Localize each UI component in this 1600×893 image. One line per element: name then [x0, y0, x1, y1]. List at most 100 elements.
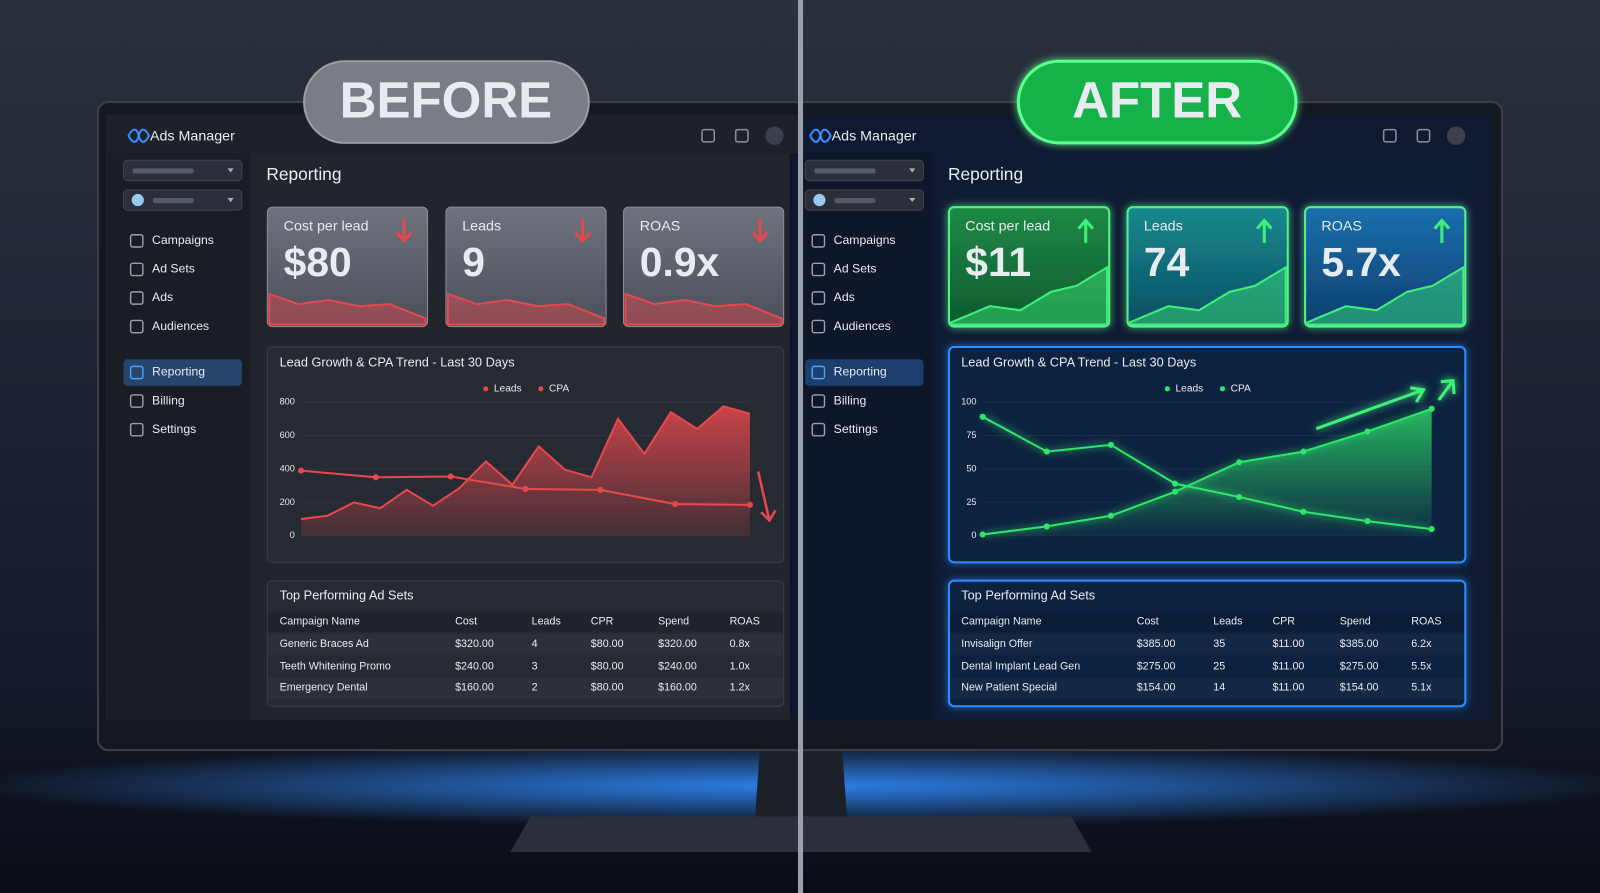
- nav-item[interactable]: Reporting: [152, 365, 205, 379]
- nav-icon: [811, 394, 826, 408]
- table-header: CPR: [591, 615, 614, 627]
- table-cell: $275.00: [1340, 660, 1379, 672]
- table-card: [947, 579, 1467, 708]
- table-header: Cost: [1137, 615, 1159, 627]
- nav-item[interactable]: Ad Sets: [152, 262, 195, 276]
- series-point: [1300, 448, 1307, 455]
- table-header: Cost: [455, 615, 477, 627]
- after-badge: [1016, 59, 1298, 145]
- y-tick-label: 600: [280, 430, 295, 440]
- before-badge: [303, 60, 590, 144]
- table-cell: 5.1x: [1411, 682, 1432, 694]
- table-header-bg: [268, 611, 783, 632]
- table-cell: $240.00: [658, 660, 697, 672]
- dropdown-caret: [909, 197, 916, 203]
- panel: Ads Manager Campaigns Ad Sets Ads Audiences R…: [789, 126, 1479, 720]
- kpi-sparkline: [446, 292, 606, 326]
- kpi-card: [622, 206, 785, 328]
- nav-item[interactable]: Audiences: [152, 319, 209, 333]
- nav-item[interactable]: Billing: [834, 393, 867, 407]
- dropdown-blur: [834, 197, 876, 204]
- table-cell: 1.0x: [730, 660, 751, 672]
- table-cell: $80.00: [591, 660, 624, 672]
- nav-item[interactable]: Ads: [834, 290, 855, 304]
- legend-swatch: [1219, 386, 1225, 392]
- nav-item[interactable]: Settings: [834, 422, 878, 436]
- kpi-label: Cost per lead: [284, 218, 369, 234]
- table-cell: $154.00: [1137, 682, 1176, 694]
- kpi-label: Leads: [462, 218, 501, 234]
- nav-item[interactable]: Campaigns: [152, 233, 214, 247]
- y-tick-label: 400: [280, 463, 295, 473]
- table-header: Campaign Name: [961, 615, 1041, 627]
- kpi-card: [266, 206, 429, 328]
- kpi-arrow: [395, 218, 413, 244]
- table-cell: $160.00: [455, 682, 494, 694]
- y-tick-label: 75: [966, 430, 976, 440]
- table-cell: $385.00: [1137, 638, 1176, 650]
- nav-item[interactable]: Audiences: [834, 319, 891, 333]
- nav-item[interactable]: Campaigns: [834, 233, 896, 247]
- toolbar-icon: [734, 128, 749, 143]
- nav-icon: [811, 319, 826, 334]
- nav-item[interactable]: Ads: [152, 290, 173, 304]
- kpi-label: Cost per lead: [965, 218, 1050, 234]
- legend-swatch: [483, 386, 489, 392]
- table-cell: 2: [532, 682, 538, 694]
- account-icon: [813, 193, 826, 207]
- kpi-label: ROAS: [1321, 218, 1361, 234]
- table-header: Leads: [1213, 615, 1242, 627]
- logo: [127, 128, 151, 143]
- series-point: [597, 486, 604, 493]
- kpi-card: [947, 206, 1111, 328]
- table-cell: New Patient Special: [961, 682, 1057, 694]
- table-cell: Dental Implant Lead Gen: [961, 660, 1080, 672]
- section-title: Reporting: [266, 164, 341, 184]
- kpi-arrow: [574, 218, 591, 244]
- kpi-sparkline: [950, 265, 1109, 326]
- nav-item[interactable]: Ad Sets: [834, 262, 877, 276]
- series-point: [1428, 526, 1435, 533]
- avatar: [1446, 126, 1466, 145]
- series-point: [1043, 448, 1050, 455]
- table-cell: $275.00: [1137, 660, 1176, 672]
- after-badge-text: AFTER: [1072, 72, 1242, 129]
- table-cell: $11.00: [1272, 682, 1304, 694]
- y-tick-label: 800: [280, 397, 295, 407]
- table-title: Top Performing Ad Sets: [961, 587, 1095, 602]
- table-cell: 3: [532, 660, 538, 672]
- series-point: [979, 413, 986, 420]
- table-card: [266, 580, 785, 707]
- legend-label: CPA: [1231, 384, 1251, 395]
- y-tick-label: 50: [966, 463, 976, 473]
- table-header: CPR: [1272, 615, 1295, 627]
- series-point: [1043, 523, 1050, 530]
- kpi-value: $11: [965, 239, 1031, 285]
- legend-label: CPA: [549, 384, 569, 395]
- nav-icon: [129, 319, 144, 334]
- table-cell: 25: [1213, 660, 1225, 672]
- nav-icon: [811, 234, 826, 248]
- nav-item[interactable]: Billing: [152, 393, 185, 407]
- kpi-card: [1304, 206, 1467, 328]
- series-line: [300, 405, 751, 521]
- table-cell: $160.00: [658, 682, 697, 694]
- nav-item[interactable]: Settings: [152, 422, 196, 436]
- account-icon: [131, 193, 144, 207]
- divider: [797, 0, 804, 893]
- kpi-arrow: [1077, 218, 1095, 243]
- trend-arrow: [1315, 379, 1456, 431]
- table-cell: 5.5x: [1411, 660, 1432, 672]
- table-cell: $80.00: [591, 682, 624, 694]
- nav-icon: [129, 291, 144, 305]
- series-point: [522, 485, 529, 493]
- kpi-card: [1126, 206, 1289, 328]
- y-tick-label: 200: [280, 497, 295, 507]
- nav-icon: [129, 394, 144, 408]
- nav-item[interactable]: Reporting: [834, 365, 887, 379]
- nav-icon: [129, 365, 144, 380]
- series-point: [1364, 518, 1371, 525]
- table-header: Leads: [532, 615, 561, 627]
- table-cell: $320.00: [658, 638, 697, 650]
